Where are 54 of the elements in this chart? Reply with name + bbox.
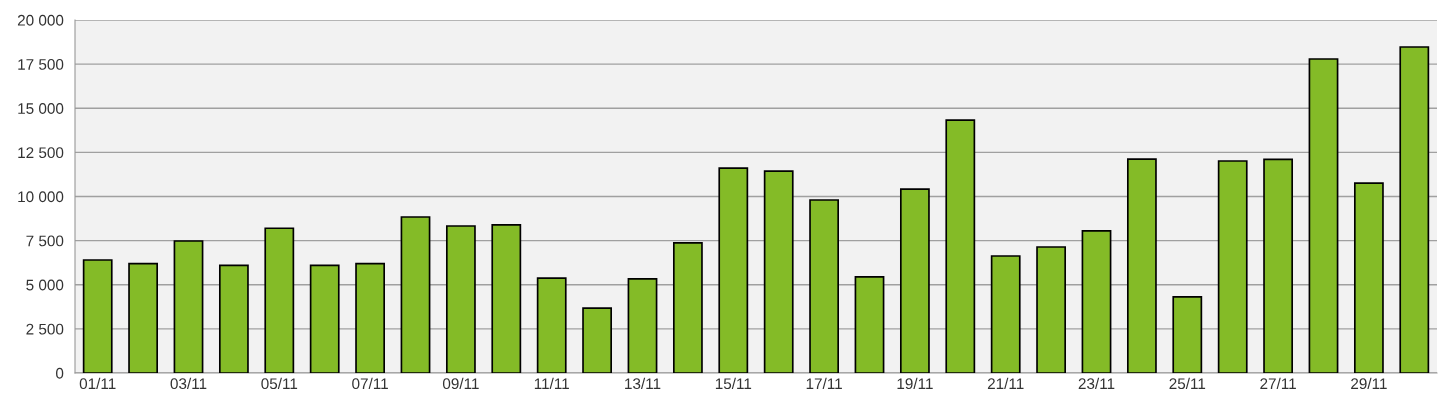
- x-tick-label: 11/11: [534, 377, 569, 390]
- bar: [128, 262, 159, 373]
- bar: [400, 216, 431, 373]
- bar: [809, 199, 840, 373]
- x-tick-label: 29/11: [1351, 377, 1387, 390]
- bar: [173, 240, 204, 373]
- x-tick-label: 17/11: [806, 377, 842, 390]
- x-tick-label: 27/11: [1260, 377, 1296, 390]
- bar: [718, 167, 749, 373]
- x-tick-label: 21/11: [987, 377, 1024, 390]
- bar: [355, 262, 386, 373]
- bar: [1399, 46, 1430, 373]
- x-tick-label: 23/11: [1078, 377, 1115, 390]
- y-tick-label: 2 500: [26, 323, 64, 335]
- bar: [445, 225, 476, 373]
- bar: [1353, 182, 1384, 373]
- y-tick-label: 17 500: [18, 58, 64, 70]
- y-tick-label: 7 500: [26, 235, 64, 247]
- y-tick-label: 0: [55, 367, 64, 379]
- x-tick-label: 25/11: [1169, 377, 1206, 390]
- x-tick-label: 15/11: [715, 377, 752, 390]
- y-tick-label: 15 000: [18, 103, 64, 114]
- y-tick-label: 20 000: [17, 14, 64, 26]
- bar: [1126, 158, 1157, 373]
- bar: [945, 119, 976, 373]
- x-tick-label: 01/11: [79, 377, 116, 390]
- bar: [672, 242, 703, 373]
- x-tick-label: 05/11: [261, 377, 298, 390]
- y-tick-label: 12 500: [18, 147, 64, 159]
- bar: [1263, 158, 1294, 373]
- bar: [264, 227, 295, 373]
- bar: [309, 264, 340, 373]
- bar: [763, 170, 794, 373]
- bar: [1217, 160, 1248, 373]
- bar: [1036, 246, 1067, 373]
- bar: [1081, 230, 1112, 373]
- bar: [218, 264, 249, 373]
- x-tick-label: 13/11: [625, 377, 661, 390]
- y-tick-label: 5 000: [26, 279, 64, 291]
- bar: [990, 255, 1021, 373]
- bar: [491, 224, 522, 373]
- y-tick-label: 10 000: [18, 191, 64, 203]
- x-tick-label: 03/11: [170, 377, 207, 390]
- bar: [899, 188, 930, 373]
- bar: [1172, 296, 1203, 373]
- bar: [1308, 58, 1339, 373]
- bar: [82, 259, 113, 373]
- bar: [854, 275, 885, 373]
- bar: [582, 307, 613, 373]
- x-tick-label: 07/11: [352, 377, 388, 390]
- bar: [536, 277, 567, 373]
- x-tick-label: 19/11: [897, 377, 933, 390]
- x-tick-label: 09/11: [442, 377, 479, 390]
- bar: [627, 278, 658, 373]
